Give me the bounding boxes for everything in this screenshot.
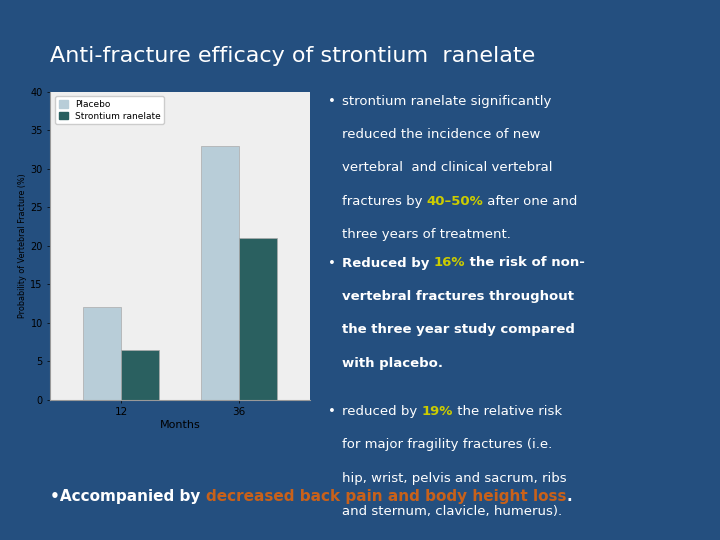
Text: •: • (328, 94, 336, 107)
Bar (239, 238, 276, 400)
Text: reduced the incidence of new: reduced the incidence of new (342, 128, 541, 141)
Text: hip, wrist, pelvis and sacrum, ribs: hip, wrist, pelvis and sacrum, ribs (342, 472, 567, 485)
Text: after one and: after one and (484, 195, 578, 208)
Text: vertebral fractures throughout: vertebral fractures throughout (342, 290, 574, 303)
X-axis label: Months: Months (160, 420, 200, 430)
Text: and sternum, clavicle, humerus).: and sternum, clavicle, humerus). (342, 505, 562, 518)
Text: Anti-fracture efficacy of strontium  ranelate: Anti-fracture efficacy of strontium rane… (50, 46, 536, 66)
Text: 40–50%: 40–50% (427, 195, 484, 208)
Text: for major fragility fractures (i.e.: for major fragility fractures (i.e. (342, 438, 552, 451)
Text: fractures by: fractures by (342, 195, 427, 208)
Text: strontium ranelate significantly: strontium ranelate significantly (342, 94, 552, 107)
Text: .: . (567, 489, 572, 504)
Text: 16%: 16% (434, 256, 466, 269)
Text: with placebo.: with placebo. (342, 357, 443, 370)
Text: the risk of non-: the risk of non- (466, 256, 585, 269)
Bar (84, 307, 121, 400)
Text: •: • (328, 256, 336, 269)
Bar (201, 146, 239, 400)
Text: vertebral  and clinical vertebral: vertebral and clinical vertebral (342, 161, 552, 174)
Text: •Accompanied by: •Accompanied by (50, 489, 206, 504)
Text: •: • (328, 405, 336, 418)
Text: 19%: 19% (421, 405, 453, 418)
Text: Reduced by: Reduced by (342, 256, 434, 269)
Text: the relative risk: the relative risk (453, 405, 562, 418)
Text: the three year study compared: the three year study compared (342, 323, 575, 336)
Text: three years of treatment.: three years of treatment. (342, 228, 511, 241)
Bar (121, 349, 159, 400)
Text: reduced by: reduced by (342, 405, 421, 418)
Y-axis label: Probability of Vertebral Fracture (%): Probability of Vertebral Fracture (%) (19, 173, 27, 318)
Text: decreased back pain and body height loss: decreased back pain and body height loss (206, 489, 567, 504)
Legend: Placebo, Strontium ranelate: Placebo, Strontium ranelate (55, 96, 164, 124)
